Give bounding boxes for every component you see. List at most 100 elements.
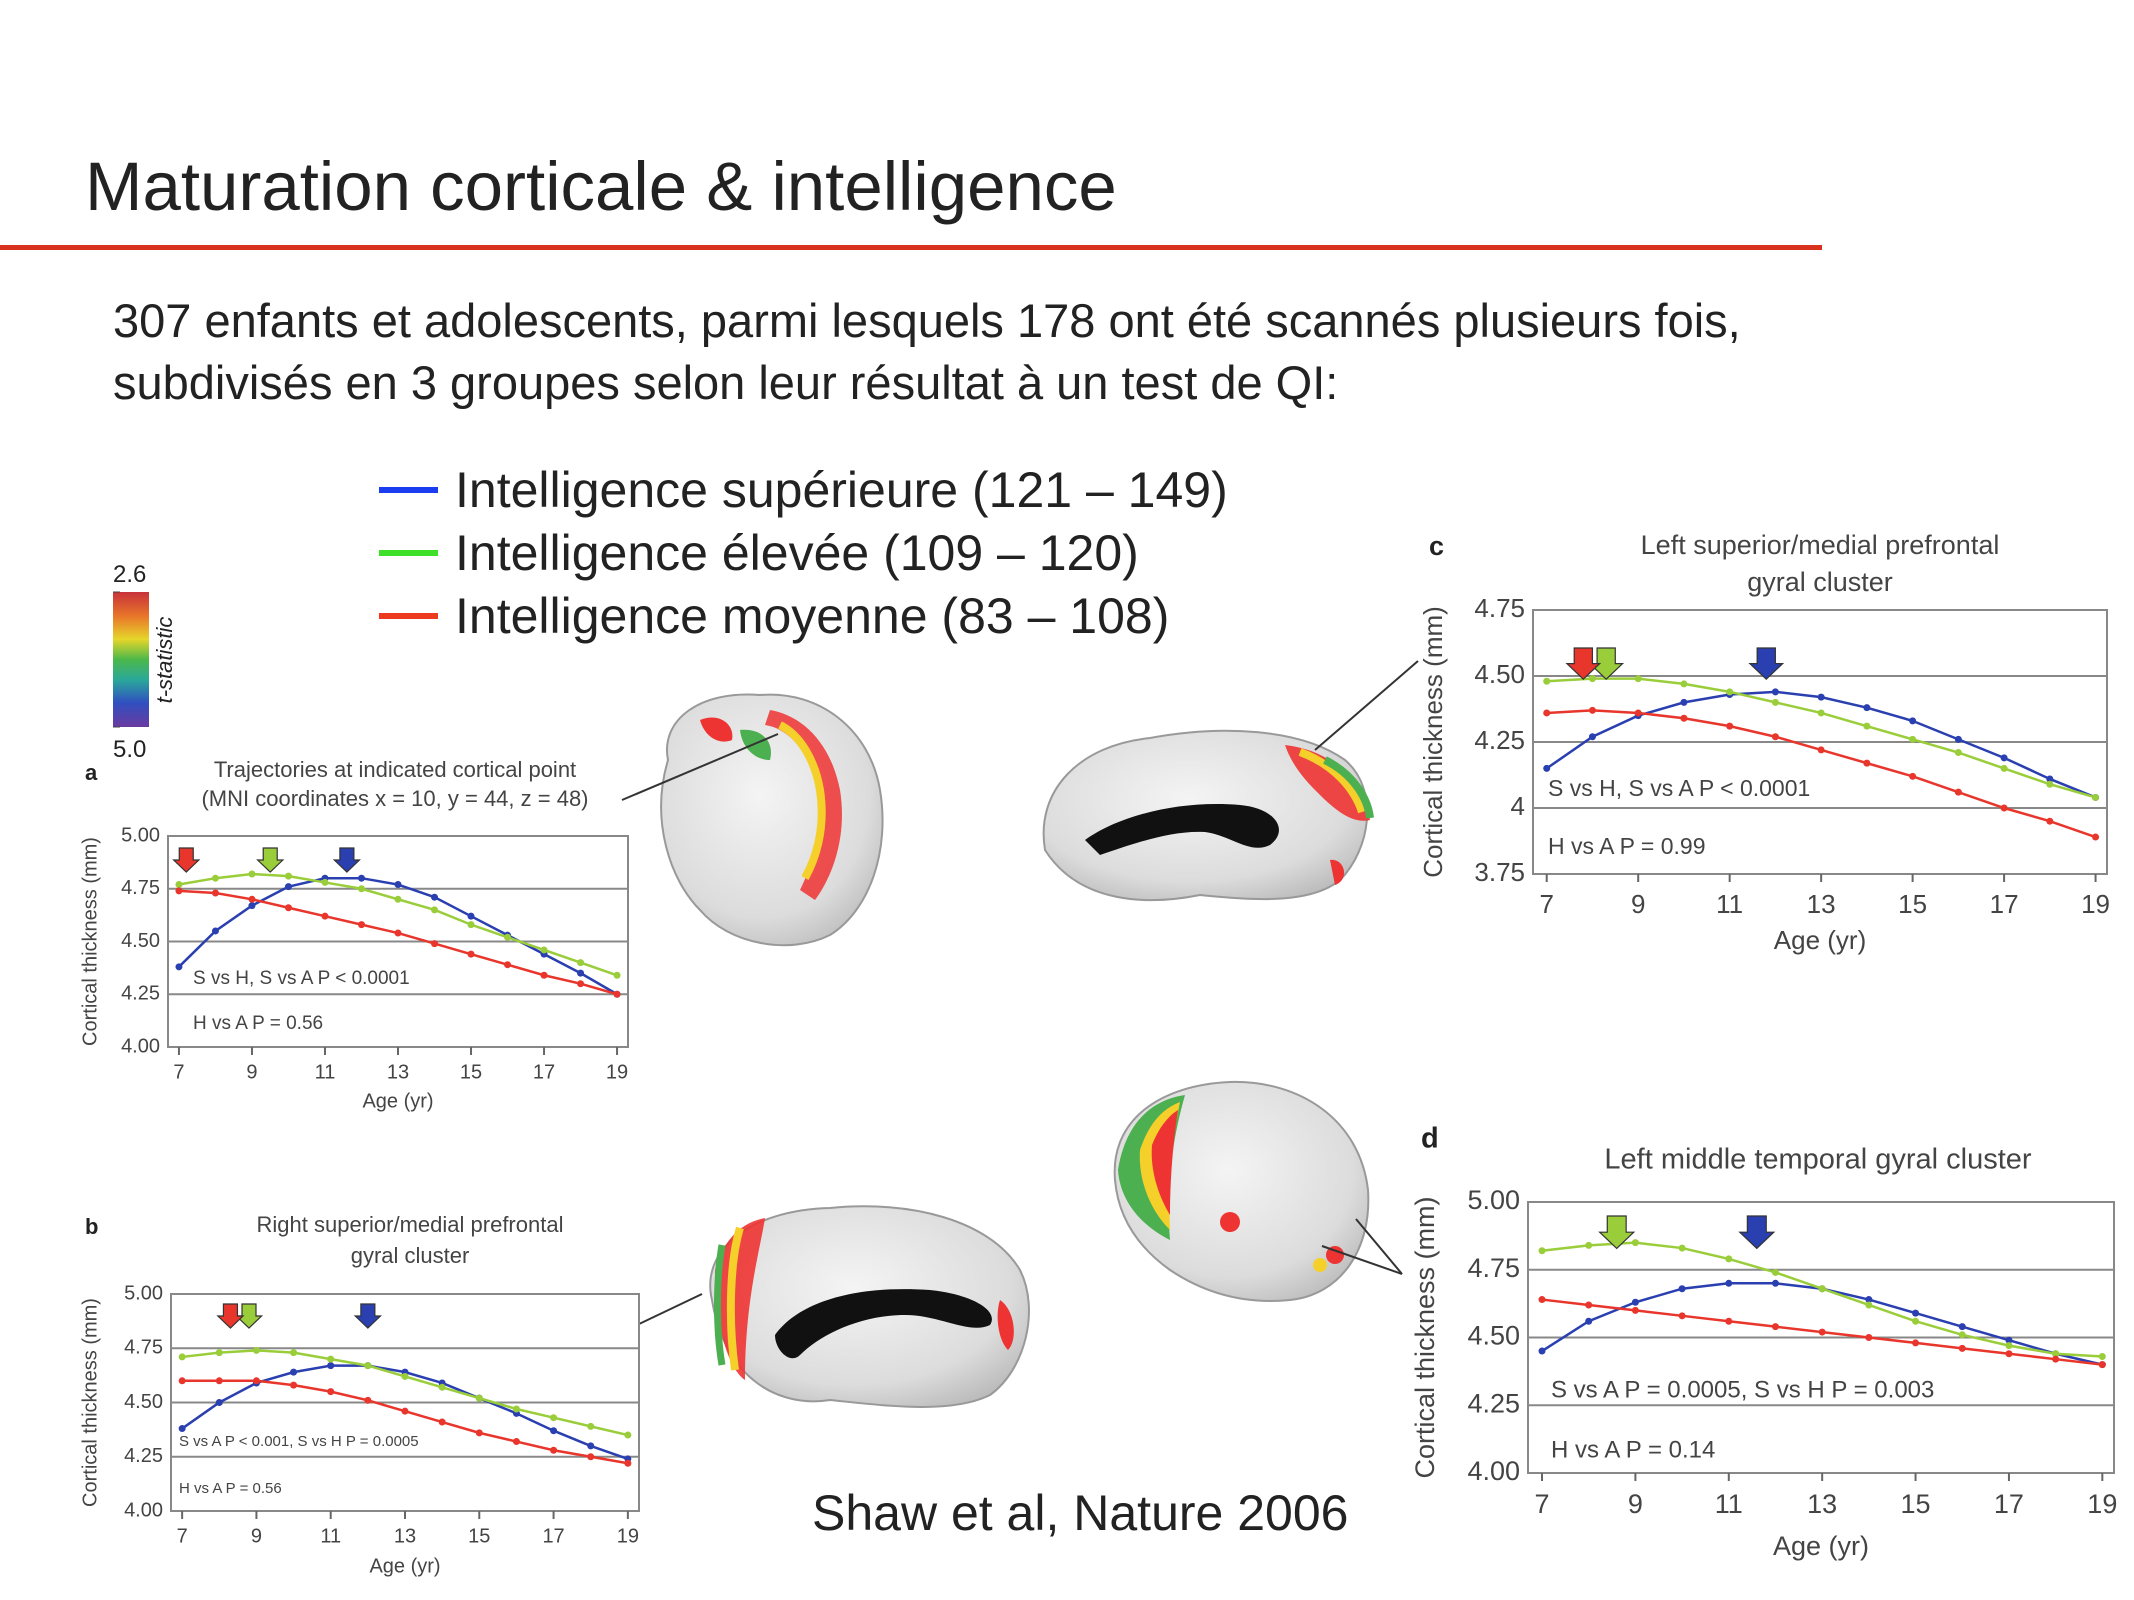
data-point bbox=[1725, 1279, 1733, 1287]
peak-arrow bbox=[172, 847, 201, 873]
y-tick-label: 4.00 bbox=[124, 1499, 163, 1521]
y-tick-label: 5.00 bbox=[121, 824, 160, 846]
x-tick-label: 11 bbox=[1716, 889, 1743, 919]
data-point bbox=[357, 921, 365, 929]
data-point bbox=[2092, 793, 2100, 801]
annotation: H vs A P = 0.99 bbox=[1548, 833, 1706, 859]
data-point bbox=[1771, 733, 1779, 741]
x-tick-label: 15 bbox=[460, 1061, 482, 1083]
data-point bbox=[1538, 1247, 1546, 1255]
data-point bbox=[550, 1446, 558, 1454]
legend-label: Intelligence élevée (109 – 120) bbox=[455, 525, 1139, 581]
x-tick-label: 19 bbox=[606, 1061, 628, 1083]
x-axis-label: Age (yr) bbox=[1773, 1531, 1869, 1561]
data-point bbox=[1543, 677, 1551, 685]
y-tick-label: 4.50 bbox=[124, 1391, 163, 1413]
data-point bbox=[1631, 1306, 1639, 1314]
x-tick-label: 19 bbox=[2081, 889, 2110, 919]
data-point bbox=[1680, 698, 1688, 706]
peak-arrow bbox=[332, 847, 361, 873]
data-point bbox=[1958, 1323, 1966, 1331]
data-point bbox=[2092, 833, 2100, 841]
data-point bbox=[248, 870, 256, 878]
peak-arrow bbox=[256, 847, 285, 873]
data-point bbox=[401, 1407, 409, 1415]
x-tick-label: 11 bbox=[1715, 1489, 1743, 1519]
data-point bbox=[2098, 1361, 2106, 1369]
chart-title: Left middle temporal gyral cluster bbox=[1604, 1144, 2031, 1176]
annotation: H vs A P = 0.56 bbox=[179, 1480, 282, 1497]
x-tick-label: 17 bbox=[1994, 1489, 2024, 1519]
data-point bbox=[577, 959, 585, 967]
data-point bbox=[211, 927, 219, 935]
brain-image bbox=[660, 693, 884, 947]
chart-title: gyral cluster bbox=[351, 1243, 470, 1268]
colorbar-tick-label: 2.6 bbox=[113, 561, 146, 588]
data-point bbox=[2005, 1342, 2013, 1350]
chart-title: Left superior/medial prefrontal bbox=[1641, 530, 2000, 560]
data-point bbox=[1543, 709, 1551, 717]
data-point bbox=[1954, 788, 1962, 796]
data-point bbox=[364, 1396, 372, 1404]
data-point bbox=[1588, 733, 1596, 741]
data-point bbox=[2005, 1350, 2013, 1358]
data-point bbox=[1631, 1239, 1639, 1247]
y-axis-label: Cortical thickness (mm) bbox=[1410, 1196, 1440, 1478]
data-point bbox=[587, 1442, 595, 1450]
y-tick-label: 4.50 bbox=[1474, 659, 1525, 689]
panel-letter: d bbox=[1421, 1123, 1439, 1155]
data-point bbox=[1818, 1328, 1826, 1336]
data-point bbox=[2052, 1355, 2060, 1363]
leader-line bbox=[1314, 660, 1419, 751]
brain-image bbox=[1042, 729, 1374, 902]
y-tick-label: 4 bbox=[1511, 791, 1525, 821]
colorbar-label: t-statistic bbox=[152, 617, 177, 704]
data-point bbox=[357, 885, 365, 893]
y-axis-label: Cortical thickness (mm) bbox=[79, 1298, 101, 1507]
data-point bbox=[1771, 1279, 1779, 1287]
data-point bbox=[327, 1355, 335, 1363]
data-point bbox=[467, 912, 475, 920]
data-point bbox=[504, 961, 512, 969]
data-point bbox=[1585, 1241, 1593, 1249]
data-point bbox=[284, 904, 292, 912]
x-axis-label: Age (yr) bbox=[362, 1090, 433, 1112]
x-tick-label: 9 bbox=[1631, 889, 1645, 919]
data-point bbox=[1863, 704, 1871, 712]
x-tick-label: 13 bbox=[1807, 889, 1836, 919]
peak-arrow bbox=[353, 1303, 382, 1329]
chart-title: (MNI coordinates x = 10, y = 44, z = 48) bbox=[201, 786, 588, 811]
data-point bbox=[1725, 1255, 1733, 1263]
data-point bbox=[248, 902, 256, 910]
data-point bbox=[1954, 749, 1962, 757]
leader-line bbox=[1321, 1245, 1403, 1275]
data-point bbox=[1865, 1334, 1873, 1341]
leader-line bbox=[621, 733, 779, 801]
data-point bbox=[1588, 706, 1596, 714]
data-point bbox=[2000, 754, 2008, 762]
data-point bbox=[178, 1353, 186, 1361]
data-point bbox=[577, 980, 585, 988]
data-point bbox=[211, 889, 219, 897]
data-point bbox=[540, 971, 548, 979]
data-point bbox=[540, 946, 548, 954]
annotation: S vs A P = 0.0005, S vs H P = 0.003 bbox=[1551, 1376, 1934, 1403]
data-point bbox=[1818, 1285, 1826, 1293]
body-text: 307 enfants et adolescents, parmi lesque… bbox=[113, 294, 1741, 347]
data-point bbox=[613, 971, 621, 979]
y-tick-label: 5.00 bbox=[1467, 1185, 1520, 1215]
data-point bbox=[438, 1383, 446, 1391]
y-tick-label: 4.75 bbox=[1474, 593, 1525, 623]
chart-title: Trajectories at indicated cortical point bbox=[214, 757, 576, 782]
x-tick-label: 19 bbox=[2087, 1489, 2117, 1519]
chart-title: Right superior/medial prefrontal bbox=[257, 1212, 564, 1237]
y-tick-label: 4.25 bbox=[1467, 1388, 1520, 1418]
x-tick-label: 15 bbox=[1898, 889, 1927, 919]
data-point bbox=[1817, 746, 1825, 754]
data-point bbox=[175, 881, 183, 889]
panel-letter: b bbox=[85, 1214, 98, 1239]
data-point bbox=[1954, 735, 1962, 743]
data-point bbox=[321, 878, 329, 886]
data-point bbox=[215, 1349, 223, 1357]
data-point bbox=[1771, 1268, 1779, 1276]
